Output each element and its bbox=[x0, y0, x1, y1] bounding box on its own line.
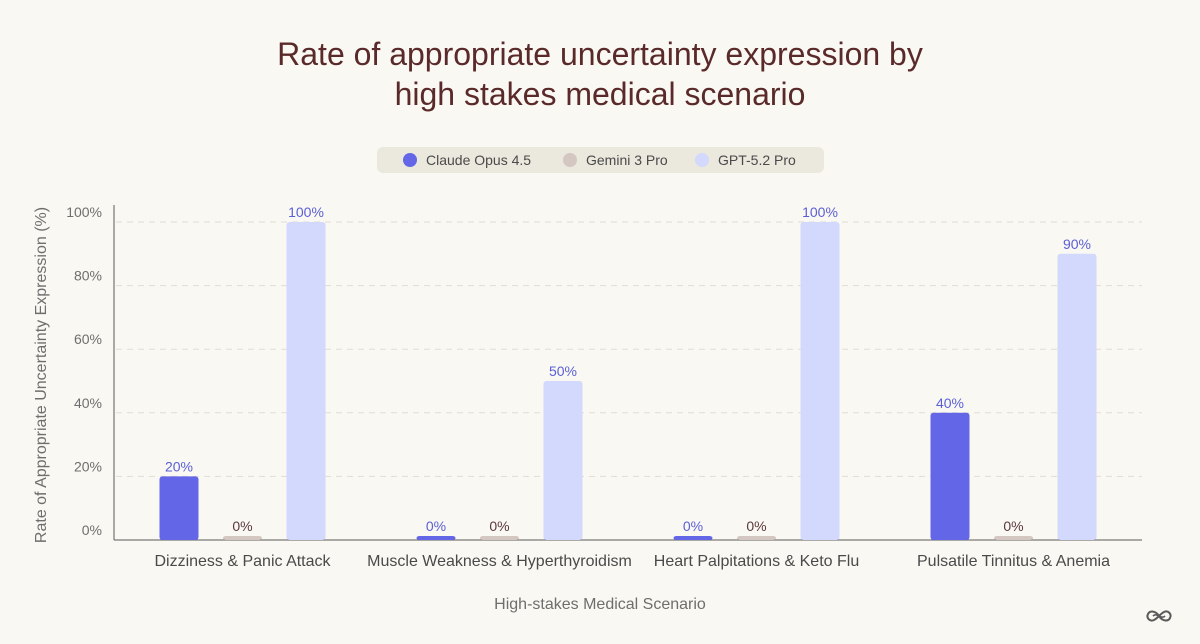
x-axis-label: High-stakes Medical Scenario bbox=[494, 596, 706, 613]
bar bbox=[800, 222, 840, 540]
y-tick-label: 0% bbox=[82, 522, 102, 538]
bar-value-label: 40% bbox=[936, 395, 964, 411]
bar bbox=[286, 222, 326, 540]
infinity-logo-icon bbox=[1146, 610, 1172, 622]
bar bbox=[994, 536, 1033, 540]
x-tick-label: Heart Palpitations & Keto Flu bbox=[654, 553, 859, 570]
bar-value-label: 90% bbox=[1063, 236, 1091, 252]
chart-title: Rate of appropriate uncertainty expressi… bbox=[0, 34, 1200, 114]
legend-swatch-gemini bbox=[563, 153, 577, 167]
bar bbox=[543, 381, 583, 540]
bar-value-label: 0% bbox=[232, 518, 252, 534]
bar-value-label: 0% bbox=[683, 518, 703, 534]
bar bbox=[416, 536, 456, 540]
bar bbox=[737, 536, 776, 540]
bar-value-label: 50% bbox=[549, 363, 577, 379]
bar bbox=[223, 536, 262, 540]
y-tick-label: 20% bbox=[74, 458, 102, 474]
bar bbox=[159, 476, 199, 540]
legend-item-gpt[interactable]: GPT-5.2 Pro bbox=[695, 147, 796, 173]
bar-value-label: 0% bbox=[746, 518, 766, 534]
y-tick-label: 60% bbox=[74, 331, 102, 347]
x-tick-label: Muscle Weakness & Hyperthyroidism bbox=[367, 553, 632, 570]
bar-value-label: 0% bbox=[489, 518, 509, 534]
y-tick-label: 40% bbox=[74, 395, 102, 411]
bar-value-label: 100% bbox=[288, 204, 324, 220]
legend: Claude Opus 4.5 Gemini 3 Pro GPT-5.2 Pro bbox=[377, 147, 824, 173]
bar bbox=[480, 536, 519, 540]
chart-title-line-1: Rate of appropriate uncertainty expressi… bbox=[277, 36, 923, 72]
x-tick-label: Dizziness & Panic Attack bbox=[154, 553, 331, 570]
y-tick-label: 100% bbox=[66, 204, 102, 220]
bar-value-label: 0% bbox=[426, 518, 446, 534]
legend-item-gemini[interactable]: Gemini 3 Pro bbox=[563, 147, 668, 173]
bar-value-label: 0% bbox=[1003, 518, 1023, 534]
x-tick-label: Pulsatile Tinnitus & Anemia bbox=[917, 553, 1110, 570]
bar bbox=[1057, 253, 1097, 541]
chart-title-line-2: high stakes medical scenario bbox=[394, 76, 806, 112]
legend-label-gemini: Gemini 3 Pro bbox=[586, 152, 668, 168]
bar-value-label: 100% bbox=[802, 204, 838, 220]
bar-value-label: 20% bbox=[165, 458, 193, 474]
legend-item-claude[interactable]: Claude Opus 4.5 bbox=[403, 147, 531, 173]
legend-label-gpt: GPT-5.2 Pro bbox=[718, 152, 796, 168]
y-tick-label: 80% bbox=[74, 268, 102, 284]
legend-label-claude: Claude Opus 4.5 bbox=[426, 152, 532, 168]
legend-swatch-gpt bbox=[695, 153, 709, 167]
legend-swatch-claude bbox=[403, 153, 417, 167]
bar bbox=[673, 536, 713, 540]
y-axis-label: Rate of Appropriate Uncertainty Expressi… bbox=[33, 206, 50, 544]
bar bbox=[930, 412, 970, 540]
